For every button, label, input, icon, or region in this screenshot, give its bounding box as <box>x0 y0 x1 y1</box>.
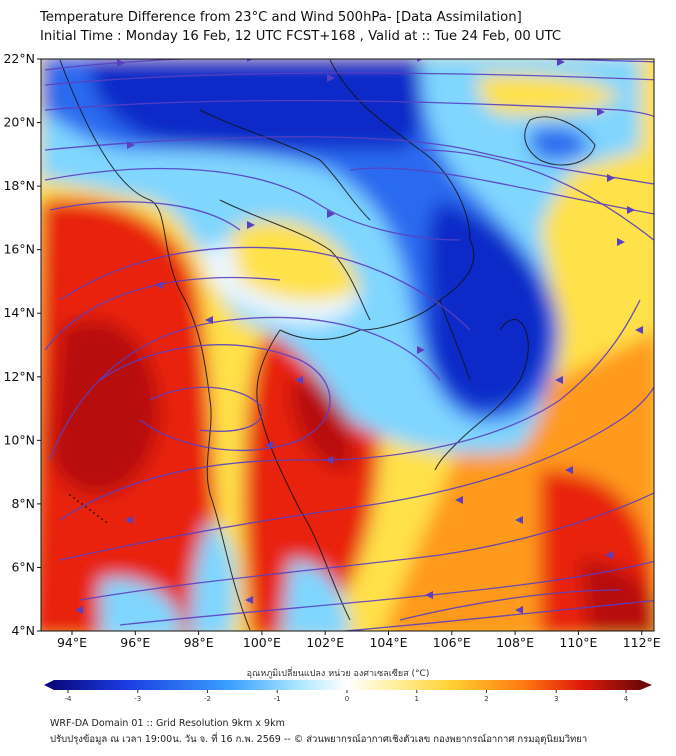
lat-tick-label: 18°N <box>3 178 35 193</box>
lat-tick-label: 16°N <box>3 242 35 257</box>
lon-tick-label: 108°E <box>496 635 534 650</box>
lon-tick-label: 94°E <box>57 635 87 650</box>
colorbar-tick-label: 0 <box>345 695 349 703</box>
lat-tick-label: 20°N <box>3 115 35 130</box>
map-title-line-2: Initial Time : Monday 16 Feb, 12 UTC FCS… <box>40 29 562 44</box>
lon-tick-label: 104°E <box>369 635 407 650</box>
lon-tick-label: 102°E <box>306 635 344 650</box>
lat-tick-label: 14°N <box>3 305 35 320</box>
lat-tick-label: 4°N <box>11 623 35 638</box>
lon-tick-label: 100°E <box>243 635 281 650</box>
colorbar-label: อุณหภูมิเปลี่ยนแปลง หน่วย องศาเซลเซียส (… <box>246 669 430 679</box>
colorbar-tick-label: 2 <box>484 695 488 703</box>
colorbar-tick-label: -2 <box>204 695 211 703</box>
lon-tick-label: 96°E <box>120 635 150 650</box>
lat-tick-label: 22°N <box>3 51 35 66</box>
map-frame <box>40 58 655 632</box>
latitude-axis: 22°N 20°N 18°N 16°N 14°N 12°N 10°N 8°N 6°N 4°N <box>3 51 41 638</box>
temperature-field <box>41 59 654 631</box>
longitude-axis: 94°E 96°E 98°E 100°E 102°E 104°E 106°E 108°E 110… <box>57 631 661 650</box>
footer-model-info: WRF-DA Domain 01 :: Grid Resolution 9km … <box>50 718 285 729</box>
wind-streamlines <box>44 59 654 631</box>
lat-tick-label: 8°N <box>11 496 35 511</box>
colorbar-low-arrow <box>44 680 54 690</box>
footer-update-info: ปรับปรุงข้อมูล ณ เวลา 19:00น. วัน จ. ที่… <box>50 734 588 745</box>
colorbar-tick-label: 3 <box>554 695 558 703</box>
colorbar-gradient <box>54 680 640 690</box>
colorbar-tick-label: 4 <box>624 695 629 703</box>
colorbar-high-arrow <box>640 680 652 690</box>
lat-tick-label: 12°N <box>3 369 35 384</box>
lon-tick-label: 106°E <box>433 635 471 650</box>
lon-tick-label: 110°E <box>559 635 597 650</box>
lat-tick-label: 10°N <box>3 432 35 447</box>
colorbar-tick-label: -3 <box>134 695 141 703</box>
colorbar-tick-label: 1 <box>415 695 419 703</box>
colorbar-tick-label: -4 <box>65 695 73 703</box>
lon-tick-label: 98°E <box>184 635 214 650</box>
colorbar-ticks: -4 -3 -2 -1 0 1 2 3 4 <box>65 690 629 703</box>
lat-tick-label: 6°N <box>11 559 35 574</box>
colorbar-tick-label: -1 <box>274 695 281 703</box>
coastline-layer <box>59 59 596 631</box>
lon-tick-label: 112°E <box>623 635 661 650</box>
map-title-line-1: Temperature Difference from 23°C and Win… <box>40 10 522 25</box>
colorbar: -4 -3 -2 -1 0 1 2 3 4 <box>44 680 652 703</box>
